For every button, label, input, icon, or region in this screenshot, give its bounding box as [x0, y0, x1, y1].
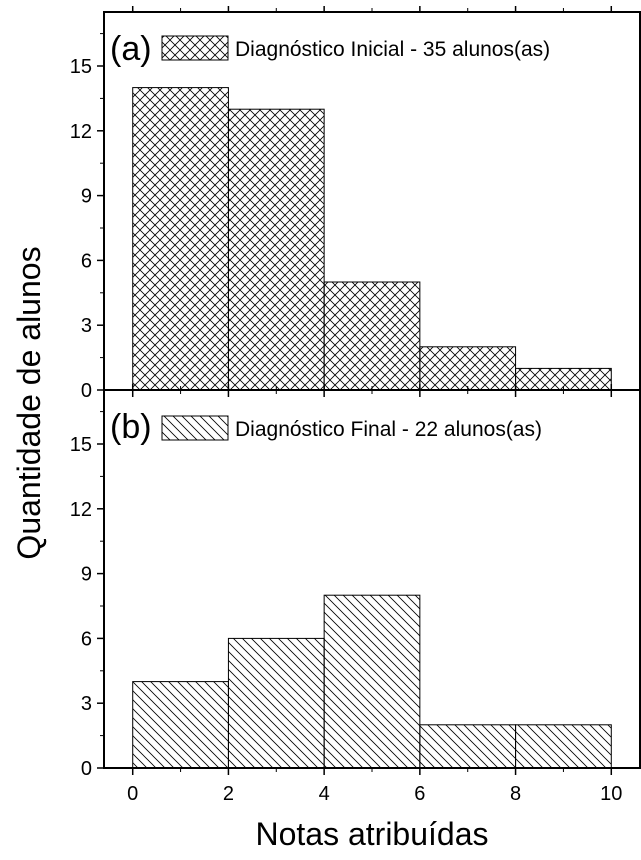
bar — [227, 108, 325, 391]
bar — [515, 724, 612, 769]
y-tick-label: 15 — [70, 434, 92, 456]
y-tick-label: 6 — [81, 628, 92, 650]
panel-a: 0 3 6 9 12 15 (a) Diagnóstico Inicial - 35 al… — [70, 6, 641, 402]
panel-b-label: (b) — [110, 408, 152, 446]
panel-b-legend-swatch — [161, 415, 229, 441]
bar — [227, 637, 325, 769]
bar — [323, 594, 421, 769]
y-tick-label: 3 — [81, 693, 92, 715]
panel-b-y-axis: 0 3 6 9 12 15 — [70, 411, 641, 780]
y-tick-label: 3 — [81, 315, 92, 337]
panel-b-bars — [132, 594, 612, 769]
panel-a-x-ticks — [131, 6, 613, 397]
bar — [419, 346, 517, 391]
y-tick-label: 6 — [81, 250, 92, 272]
x-axis-title: Notas atribuídas — [255, 816, 488, 852]
y-axis-title: Quantidade de alunos — [11, 246, 47, 559]
y-tick-label: 0 — [81, 758, 92, 780]
x-tick-label: 6 — [414, 783, 425, 805]
bar — [132, 87, 229, 391]
x-tick-label: 2 — [223, 783, 234, 805]
bar — [132, 681, 229, 769]
panel-b: 0 3 6 9 12 15 0 2 4 6 8 10 (b) Diagnóstico Final -… — [70, 384, 641, 805]
x-tick-label: 10 — [600, 783, 622, 805]
y-tick-label: 12 — [70, 499, 92, 521]
y-tick-label: 9 — [81, 186, 92, 208]
y-tick-label: 9 — [81, 564, 92, 586]
panel-a-label: (a) — [110, 30, 152, 68]
y-tick-label: 0 — [81, 380, 92, 402]
y-tick-label: 12 — [70, 121, 92, 143]
bar — [323, 281, 421, 391]
x-tick-label: 8 — [510, 783, 521, 805]
panel-a-bars — [132, 87, 612, 391]
x-tick-label: 4 — [319, 783, 330, 805]
panel-a-legend-swatch — [161, 35, 229, 61]
panel-b-legend-label: Diagnóstico Final - 22 alunos(as) — [235, 418, 542, 441]
y-tick-label: 15 — [70, 56, 92, 78]
x-tick-label: 0 — [127, 783, 138, 805]
bar — [419, 724, 517, 769]
panel-a-legend-label: Diagnóstico Inicial - 35 alunos(as) — [235, 38, 550, 61]
panel-b-x-axis: 0 2 4 6 8 10 — [127, 384, 622, 805]
